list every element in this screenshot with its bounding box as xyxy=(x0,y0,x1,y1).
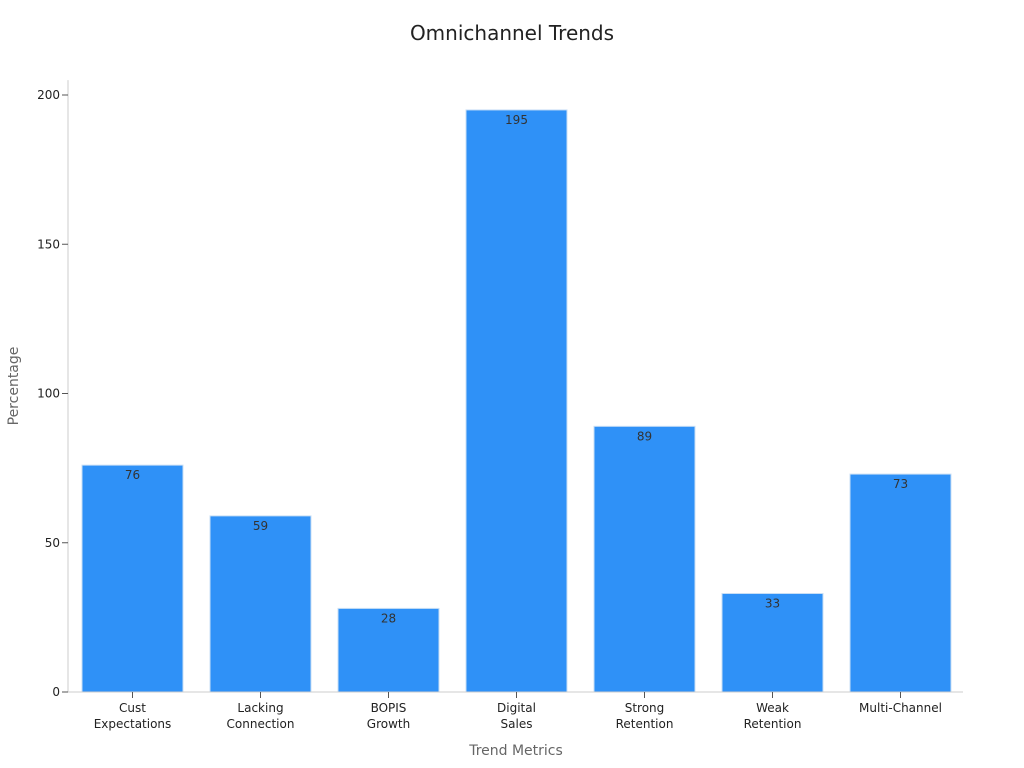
x-tick-label: Cust Expectations xyxy=(94,701,172,731)
bar-value-label: 59 xyxy=(253,519,268,533)
data-labels-layer: 76 59 28 195 89 33 73 xyxy=(125,113,908,625)
y-tick-label: 200 xyxy=(37,88,60,102)
x-tick-label-line: BOPIS xyxy=(371,701,407,715)
x-tick-label-line: Retention xyxy=(616,717,674,731)
x-tick-label-line: Retention xyxy=(744,717,802,731)
bar[interactable] xyxy=(849,473,952,693)
x-tick-label: BOPIS Growth xyxy=(367,701,410,731)
y-tick-label: 0 xyxy=(52,685,60,699)
bar[interactable] xyxy=(337,607,440,693)
x-tick-label: Digital Sales xyxy=(497,701,536,731)
x-tick-label-line: Digital xyxy=(497,701,536,715)
x-axis: Cust Expectations Lacking Connection BOPIS Gr… xyxy=(68,691,963,731)
bar-value-label: 195 xyxy=(505,113,528,127)
bar[interactable] xyxy=(593,425,696,693)
x-tick-label-line: Cust xyxy=(119,701,146,715)
bar-value-label: 73 xyxy=(893,477,908,491)
bar-value-label: 76 xyxy=(125,468,140,482)
y-axis-label: Percentage xyxy=(6,347,22,426)
x-tick-label: Lacking Connection xyxy=(227,701,295,731)
x-tick-label-line: Weak xyxy=(756,701,789,715)
chart-title: Omnichannel Trends xyxy=(410,21,614,45)
y-tick-label: 100 xyxy=(37,387,60,401)
y-axis: 0 50 100 150 200 xyxy=(37,80,69,699)
bar-value-label: 33 xyxy=(765,596,780,610)
bars-layer xyxy=(81,109,952,693)
x-tick-label: Multi-Channel xyxy=(859,701,942,715)
x-axis-label: Trend Metrics xyxy=(468,743,563,759)
x-tick-label: Strong Retention xyxy=(616,701,674,731)
x-tick-label-line: Expectations xyxy=(94,717,172,731)
bar-value-label: 28 xyxy=(381,611,396,625)
bar[interactable] xyxy=(81,464,184,693)
x-tick-label-line: Multi-Channel xyxy=(859,701,942,715)
x-tick-label-line: Connection xyxy=(227,717,295,731)
bar[interactable] xyxy=(721,592,824,693)
x-tick-label-line: Strong xyxy=(625,701,665,715)
y-tick-label: 150 xyxy=(37,237,60,251)
bar-value-label: 89 xyxy=(637,429,652,443)
x-tick-label-line: Lacking xyxy=(237,701,283,715)
x-tick-label-line: Growth xyxy=(367,717,410,731)
bar[interactable] xyxy=(209,515,312,693)
y-tick-label: 50 xyxy=(45,536,60,550)
bar[interactable] xyxy=(465,109,568,693)
x-tick-label: Weak Retention xyxy=(744,701,802,731)
x-tick-label-line: Sales xyxy=(501,717,533,731)
